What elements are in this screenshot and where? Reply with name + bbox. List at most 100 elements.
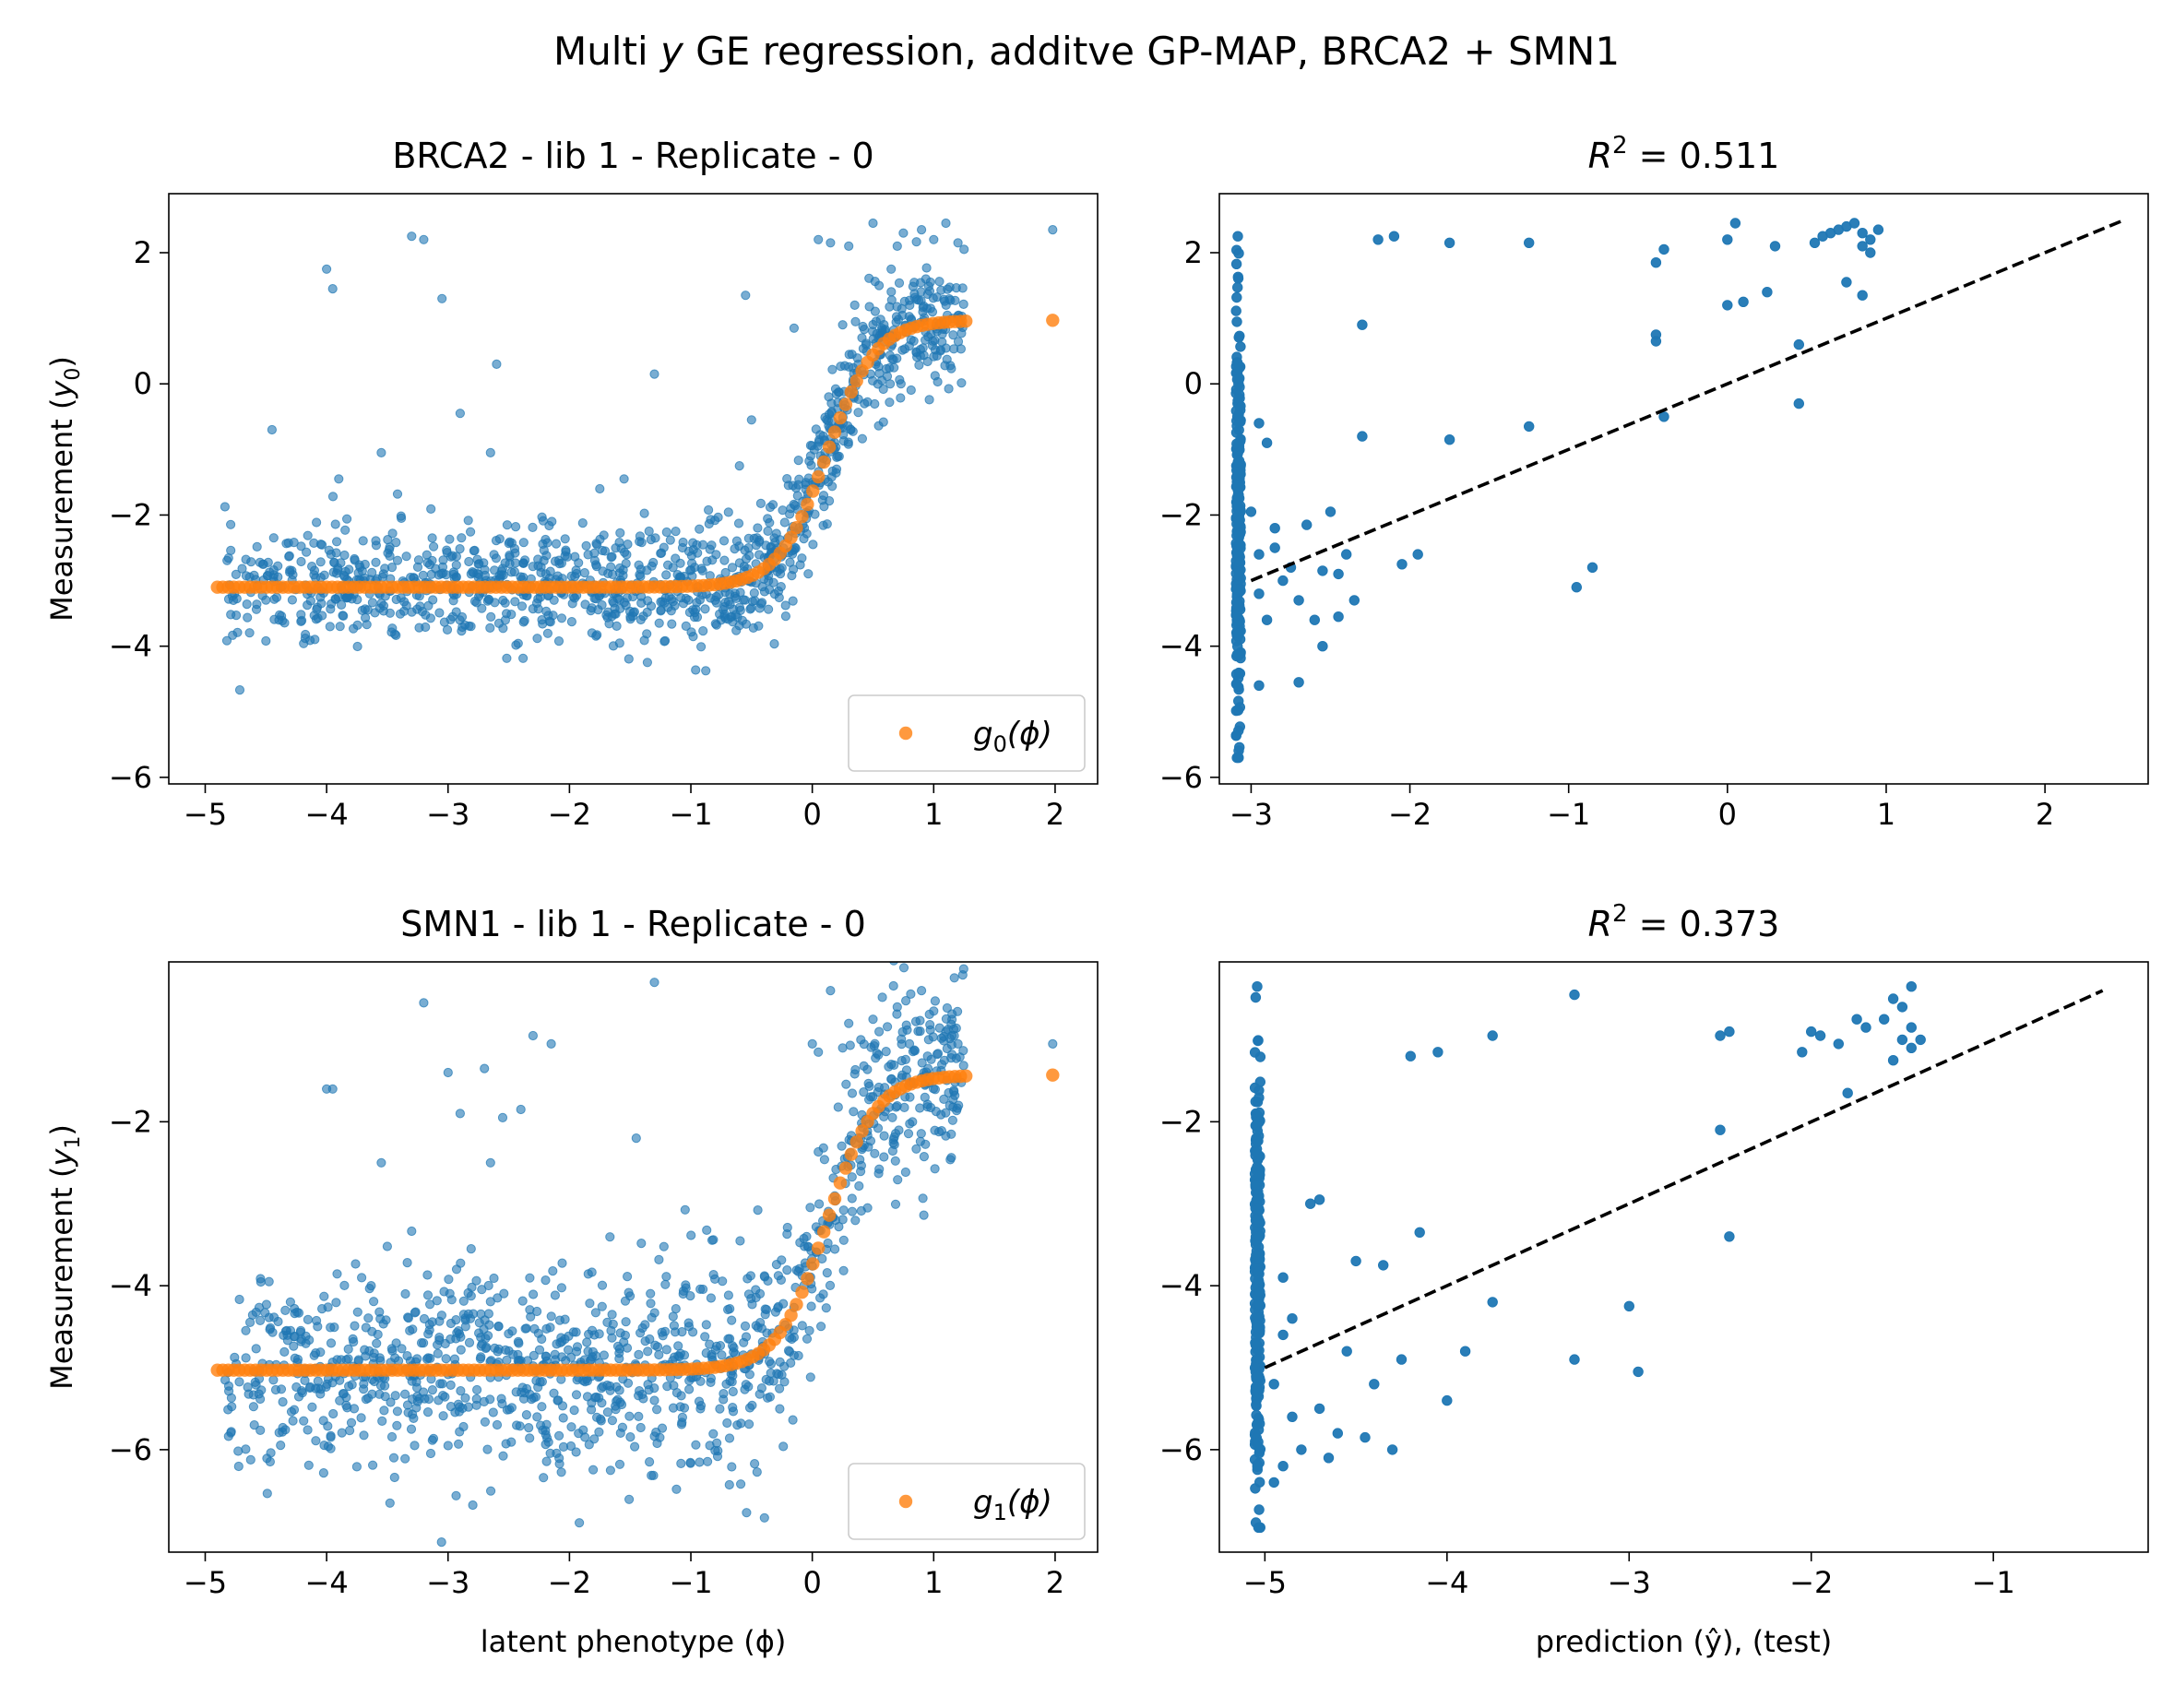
data-point [374, 1389, 385, 1399]
data-point [814, 1146, 824, 1157]
data-point [443, 1441, 453, 1451]
data-point [293, 1308, 304, 1318]
data-point [735, 1236, 745, 1246]
data-point [1633, 1366, 1644, 1378]
data-point [1234, 556, 1245, 567]
data-point [519, 615, 529, 626]
data-point [763, 1275, 773, 1287]
data-point [303, 530, 313, 540]
data-point [644, 1385, 654, 1395]
data-point [566, 1352, 576, 1362]
data-point [860, 398, 870, 409]
data-point [649, 1395, 659, 1406]
data-point [918, 343, 928, 353]
data-point [778, 1441, 789, 1452]
data-point [926, 1102, 936, 1113]
data-point [382, 1241, 392, 1251]
data-point [706, 1293, 717, 1303]
data-point [520, 1323, 530, 1334]
data-point [220, 502, 230, 512]
data-point [895, 374, 905, 385]
data-point [457, 611, 468, 623]
data-point [1252, 981, 1263, 992]
data-point [681, 1280, 691, 1290]
data-point [1245, 506, 1257, 517]
data-point [1879, 1014, 1890, 1025]
data-point [1232, 281, 1243, 293]
data-point [688, 632, 698, 642]
data-point [554, 1315, 565, 1325]
data-point [873, 1123, 884, 1133]
data-point [550, 1290, 561, 1300]
data-point [358, 536, 368, 546]
data-point [460, 620, 470, 630]
data-point [502, 653, 512, 663]
data-point [952, 1103, 963, 1113]
data-point [280, 1305, 291, 1316]
model-curve-point [855, 1124, 869, 1138]
data-point [947, 1014, 957, 1025]
data-point [739, 1337, 749, 1347]
data-point [532, 1306, 542, 1317]
data-point [631, 1133, 641, 1144]
data-point [661, 1272, 671, 1282]
data-point [831, 389, 842, 399]
data-point [419, 234, 429, 244]
model-curve-point [817, 1225, 831, 1239]
axes-frame [1218, 193, 2149, 785]
data-point [506, 567, 517, 577]
model-curve-point [790, 1298, 803, 1311]
data-point [946, 363, 956, 374]
data-point [785, 557, 795, 567]
data-point [856, 1160, 867, 1171]
data-point [434, 608, 445, 618]
data-point [642, 658, 653, 668]
data-point [886, 264, 897, 274]
data-point [383, 535, 393, 545]
data-point [657, 1423, 668, 1433]
data-point [621, 1317, 631, 1327]
data-point [427, 1385, 437, 1395]
data-point [653, 1342, 663, 1352]
data-point [719, 609, 730, 620]
data-point [403, 1312, 413, 1323]
data-point [233, 1461, 244, 1472]
data-point [839, 361, 850, 371]
data-point [1396, 1354, 1408, 1365]
data-point [360, 559, 370, 570]
data-point [557, 1352, 567, 1362]
data-point [818, 491, 829, 501]
data-point [268, 565, 279, 575]
data-point [297, 1388, 307, 1398]
data-point [1738, 296, 1749, 307]
data-point [788, 1415, 798, 1425]
data-point [754, 603, 765, 613]
data-point [338, 611, 348, 621]
data-point [888, 354, 898, 364]
data-point [592, 630, 602, 640]
data-point [352, 620, 362, 631]
data-point [1251, 1250, 1262, 1261]
legend-label: g1(ϕ) [973, 1484, 1052, 1525]
data-point [445, 1318, 456, 1329]
legend-marker [898, 1494, 913, 1509]
data-point [429, 541, 439, 552]
data-point [518, 538, 529, 548]
data-point [696, 642, 707, 652]
data-point [943, 284, 953, 294]
data-point [681, 621, 691, 632]
data-point [896, 393, 906, 403]
data-point [660, 1279, 671, 1289]
data-point [493, 1322, 504, 1332]
data-point [541, 1456, 552, 1466]
model-curve-point [838, 397, 853, 411]
data-point [1253, 1504, 1265, 1515]
data-point [346, 1417, 357, 1428]
data-point [422, 1270, 433, 1280]
data-point [222, 555, 232, 565]
data-point [352, 641, 362, 652]
data-point [789, 323, 800, 333]
data-point [316, 599, 327, 609]
data-point [868, 334, 878, 344]
x-tick-label: 1 [1877, 797, 1895, 832]
